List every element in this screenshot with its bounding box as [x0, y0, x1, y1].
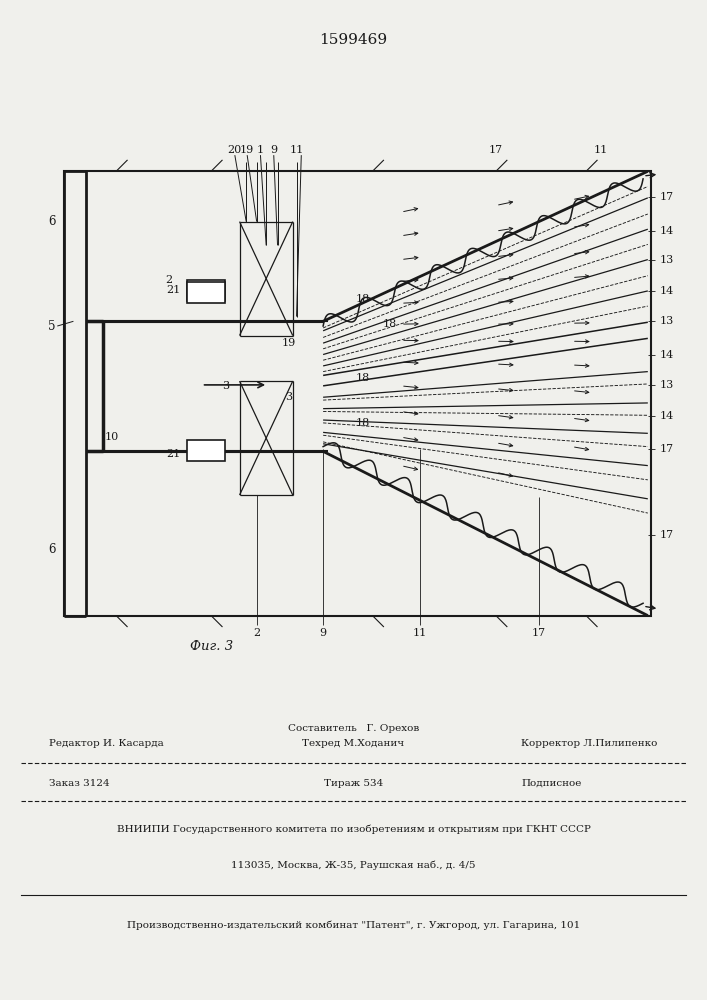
- Text: 9: 9: [320, 628, 327, 638]
- Bar: [187, 282, 226, 303]
- Text: 17: 17: [489, 145, 503, 155]
- Text: Производственно-издательский комбинат "Патент", г. Ужгород, ул. Гагарина, 101: Производственно-издательский комбинат "П…: [127, 920, 580, 930]
- Bar: [187, 280, 226, 301]
- Text: 18: 18: [382, 319, 397, 329]
- Text: 9: 9: [270, 145, 277, 155]
- Text: Фиг. 3: Фиг. 3: [189, 640, 233, 653]
- Text: 17: 17: [659, 192, 673, 202]
- Text: Техред М.Ходанич: Техред М.Ходанич: [303, 739, 404, 748]
- Text: 19: 19: [282, 338, 296, 348]
- Text: 3: 3: [286, 392, 293, 402]
- Text: 10: 10: [104, 432, 119, 442]
- Text: 6: 6: [48, 543, 55, 556]
- Text: 21: 21: [166, 449, 180, 459]
- Text: 17: 17: [659, 444, 673, 454]
- Text: 113035, Москва, Ж-35, Раушская наб., д. 4/5: 113035, Москва, Ж-35, Раушская наб., д. …: [231, 860, 476, 870]
- Text: 17: 17: [532, 628, 546, 638]
- Text: Редактор И. Касарда: Редактор И. Касарда: [49, 739, 164, 748]
- Text: 18: 18: [356, 373, 370, 383]
- Text: 6: 6: [48, 215, 55, 228]
- Text: 5: 5: [48, 320, 55, 333]
- Text: 11: 11: [413, 628, 427, 638]
- Text: 13: 13: [659, 380, 674, 390]
- Text: 11: 11: [593, 145, 607, 155]
- Text: 13: 13: [659, 316, 674, 326]
- Text: 17: 17: [659, 530, 673, 540]
- Text: 14: 14: [659, 226, 674, 236]
- Text: 18: 18: [356, 294, 370, 304]
- Text: 13: 13: [659, 255, 674, 265]
- Bar: [64, 171, 650, 616]
- Text: 14: 14: [659, 286, 674, 296]
- Text: 20: 20: [227, 145, 241, 155]
- Text: 19: 19: [240, 145, 255, 155]
- Text: 2: 2: [165, 275, 172, 285]
- Text: Заказ 3124: Заказ 3124: [49, 779, 110, 788]
- Text: 18: 18: [356, 418, 370, 428]
- Text: Корректор Л.Пилипенко: Корректор Л.Пилипенко: [521, 739, 658, 748]
- Text: Составитель   Г. Орехов: Составитель Г. Орехов: [288, 724, 419, 733]
- Text: Подписное: Подписное: [521, 779, 582, 788]
- Text: 11: 11: [289, 145, 304, 155]
- Text: 21: 21: [166, 285, 180, 295]
- Text: 1: 1: [257, 145, 264, 155]
- Text: 1599469: 1599469: [320, 33, 387, 47]
- Text: 2: 2: [253, 628, 260, 638]
- Text: 14: 14: [659, 411, 674, 421]
- Text: 14: 14: [659, 350, 674, 360]
- Text: 3: 3: [222, 381, 229, 391]
- Text: Тираж 534: Тираж 534: [324, 779, 383, 788]
- Bar: [187, 440, 226, 461]
- Text: ВНИИПИ Государственного комитета по изобретениям и открытиям при ГКНТ СССР: ВНИИПИ Государственного комитета по изоб…: [117, 825, 590, 834]
